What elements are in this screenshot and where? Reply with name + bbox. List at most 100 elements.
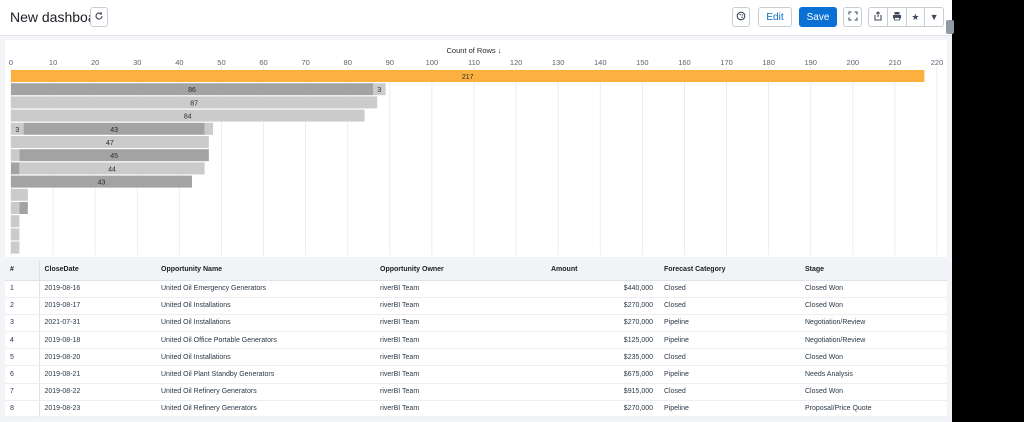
data-table-panel: # CloseDate Opportunity Name Opportunity… <box>5 260 947 419</box>
bar-chart-panel: Count of Rows ↓ 0 10 20 30 40 50 60 70 80 90 100 11… <box>5 40 947 257</box>
table-cell: Negotiation/Review <box>800 331 947 350</box>
table-cell: Pipeline <box>659 400 800 419</box>
bar-segment[interactable] <box>23 122 205 135</box>
x-tick-label: 20 <box>91 58 99 67</box>
bar-value-label: 45 <box>110 153 118 160</box>
x-tick-label: 90 <box>386 58 394 67</box>
table-cell: 5 <box>5 348 40 367</box>
table-cell: Closed Won <box>800 383 947 401</box>
column-header-forecast-category[interactable]: Forecast Category <box>659 260 800 281</box>
table-cell: 2 <box>5 297 40 315</box>
table-cell: United Oil Refinery Generators <box>156 400 375 419</box>
bar-value-label: 44 <box>108 166 116 173</box>
dashboard-app: New dashboard Edit Save <box>0 0 952 422</box>
column-header-index[interactable]: # <box>5 260 40 281</box>
table-row[interactable]: 3 2021-07-31 United Oil Installations river… <box>5 314 947 333</box>
table-cell: Closed Won <box>800 297 947 315</box>
expand-icon <box>847 10 858 24</box>
table-row[interactable]: 2 2019-08-17 United Oil Installations river… <box>5 297 947 315</box>
favorite-button[interactable]: ★ <box>907 8 926 26</box>
column-header-amount[interactable]: Amount <box>546 260 659 281</box>
bar-value-label: 47 <box>106 140 114 147</box>
table-cell: $270,000 <box>546 297 659 315</box>
table-cell: riverBI Team <box>375 383 546 401</box>
column-header-opportunity-owner[interactable]: Opportunity Owner <box>375 260 546 281</box>
x-tick-label: 60 <box>259 58 267 67</box>
x-tick-label: 140 <box>594 58 607 67</box>
x-axis-ticks: 0 10 20 30 40 50 60 70 80 90 100 110 120 130 140 150 160… <box>9 58 943 67</box>
side-panel-toggle[interactable] <box>946 20 954 34</box>
bar-segment[interactable] <box>11 109 365 122</box>
bar-segment[interactable] <box>19 149 209 162</box>
bar-chart: Count of Rows ↓ 0 10 20 30 40 50 60 70 80 90 100 11… <box>9 46 943 255</box>
table-cell: Negotiation/Review <box>800 314 947 333</box>
bar-segment[interactable] <box>11 228 20 241</box>
bar-segment[interactable] <box>11 188 28 201</box>
table-cell: 8 <box>5 400 40 419</box>
table-cell: 2019-08-20 <box>39 348 156 367</box>
table-row[interactable]: 1 2019-08-16 United Oil Emergency Generato… <box>5 280 947 298</box>
action-button-group: ★ ▼ <box>868 7 944 27</box>
bar-segment[interactable] <box>11 83 373 96</box>
save-button[interactable]: Save <box>799 7 837 27</box>
table-cell: $270,000 <box>546 314 659 333</box>
table-row[interactable]: 4 2019-08-18 United Oil Office Portable Ge… <box>5 331 947 350</box>
bar-segment[interactable] <box>204 122 214 135</box>
column-header-close-date[interactable]: CloseDate <box>39 260 156 281</box>
x-tick-label: 220 <box>931 58 944 67</box>
x-tick-label: 150 <box>636 58 649 67</box>
bar-segment[interactable] <box>11 122 24 135</box>
table-cell: Pipeline <box>659 314 800 333</box>
bar-segment[interactable] <box>19 202 28 214</box>
chart-title[interactable]: Count of Rows ↓ <box>446 46 501 55</box>
bar-value-label: 43 <box>110 127 118 134</box>
column-header-stage[interactable]: Stage <box>800 260 947 281</box>
table-cell: $235,000 <box>546 348 659 367</box>
theme-button[interactable] <box>732 7 750 27</box>
table-cell: Closed <box>659 348 800 367</box>
bar-segment[interactable] <box>11 175 192 188</box>
bar-segment[interactable] <box>11 162 20 175</box>
bar-segment[interactable] <box>11 96 378 109</box>
refresh-button[interactable] <box>90 7 108 27</box>
x-tick-label: 50 <box>217 58 225 67</box>
bar-segment[interactable] <box>11 149 20 162</box>
table-cell: United Oil Installations <box>156 297 375 315</box>
table-header-row: # CloseDate Opportunity Name Opportunity… <box>5 260 947 281</box>
bar-segment[interactable] <box>11 241 20 254</box>
column-header-opportunity-name[interactable]: Opportunity Name <box>156 260 375 281</box>
table-row[interactable]: 5 2019-08-20 United Oil Installations river… <box>5 348 947 367</box>
table-row[interactable]: 7 2019-08-22 United Oil Refinery Generator… <box>5 383 947 401</box>
table-cell: 2019-08-22 <box>39 383 156 401</box>
share-button[interactable] <box>869 8 888 26</box>
table-cell: $440,000 <box>546 280 659 298</box>
table-cell: 2021-07-31 <box>39 314 156 333</box>
table-row[interactable]: 8 2019-08-23 United Oil Refinery Generator… <box>5 400 947 419</box>
table-cell: United Oil Refinery Generators <box>156 383 375 401</box>
data-table: # CloseDate Opportunity Name Opportunity… <box>5 260 947 419</box>
bar-segment[interactable] <box>11 202 20 214</box>
table-cell: $915,000 <box>546 383 659 401</box>
bar-segment[interactable] <box>372 83 386 96</box>
table-cell: Closed Won <box>800 348 947 367</box>
print-button[interactable] <box>888 8 907 26</box>
table-cell: riverBI Team <box>375 314 546 333</box>
x-tick-label: 170 <box>720 58 733 67</box>
bar-segment[interactable] <box>11 70 925 82</box>
table-cell: 6 <box>5 365 40 384</box>
x-tick-label: 30 <box>133 58 141 67</box>
bar-segment[interactable] <box>11 136 209 148</box>
edit-button[interactable]: Edit <box>758 7 792 27</box>
dashboard-title[interactable]: New dashboard <box>10 9 109 25</box>
table-row[interactable]: 6 2019-08-21 United Oil Plant Standby Gene… <box>5 365 947 384</box>
fullscreen-button[interactable] <box>843 7 862 27</box>
table-cell: riverBI Team <box>375 297 546 315</box>
bar-segment[interactable] <box>19 162 205 175</box>
dashboard-header: New dashboard Edit Save <box>0 0 952 36</box>
more-options-button[interactable]: ▼ <box>925 8 943 26</box>
table-cell: 2019-08-16 <box>39 280 156 298</box>
bar-segment[interactable] <box>11 215 20 228</box>
bar-value-label: 3 <box>15 127 19 134</box>
table-cell: riverBI Team <box>375 348 546 367</box>
